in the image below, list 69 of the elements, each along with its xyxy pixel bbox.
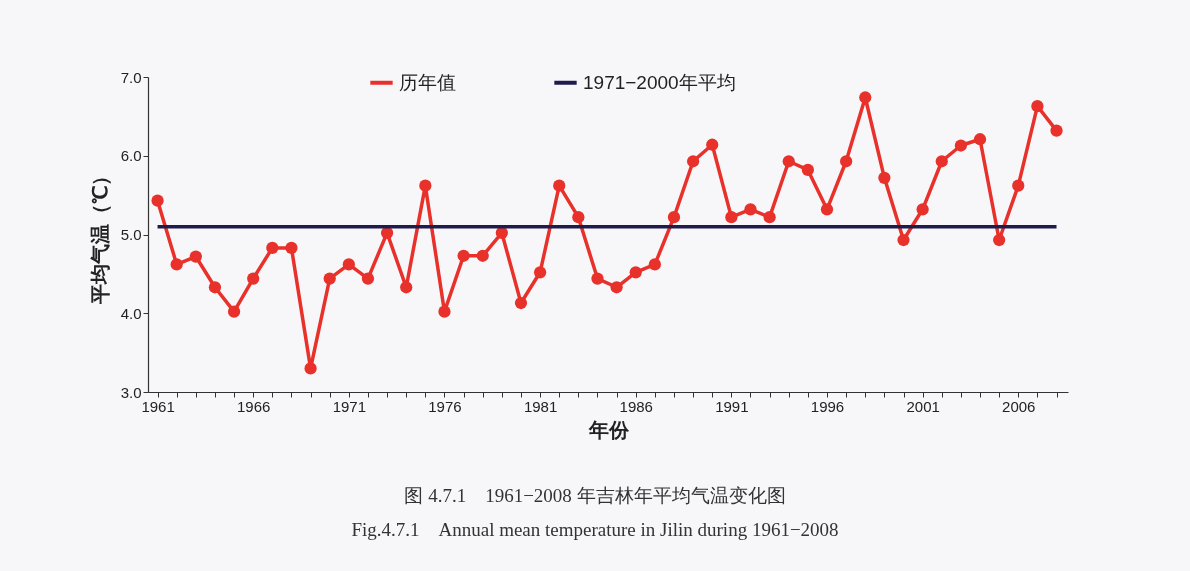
legend-label: 1971−2000年平均	[583, 71, 736, 93]
point	[189, 250, 202, 263]
point	[935, 155, 948, 168]
point	[476, 249, 489, 262]
point	[629, 266, 642, 279]
point	[514, 296, 528, 310]
caption: 图 4.7.1 1961−2008 年吉林年平均气温变化图	[403, 484, 787, 508]
point	[266, 241, 279, 254]
point	[419, 179, 432, 192]
point	[285, 241, 298, 254]
point	[323, 272, 336, 285]
point	[1012, 179, 1025, 192]
point	[457, 249, 470, 262]
point	[400, 281, 413, 294]
point	[916, 203, 929, 216]
caption: Fig.4.7.1 Annual mean temperature in Jilin during 1961−2008	[350, 518, 840, 542]
y-tick-label: 3.0	[120, 383, 142, 401]
x-tick-label: 1961	[141, 397, 175, 415]
y-tick-label: 6.0	[120, 147, 142, 165]
point	[973, 133, 987, 146]
x-tick-label: 1996	[810, 397, 845, 415]
legend-label: 历年值	[399, 71, 456, 93]
y-tick-label: 4.0	[120, 304, 142, 322]
point	[744, 203, 757, 216]
x-tick-label: 1981	[523, 397, 558, 415]
point	[686, 155, 700, 168]
x-tick-label: 2001	[906, 397, 940, 415]
x-tick-label: 1971	[332, 397, 367, 415]
point	[801, 163, 814, 177]
x-tick-label: 1991	[715, 397, 749, 415]
point	[361, 272, 375, 285]
point	[495, 226, 508, 240]
point	[897, 233, 910, 247]
point	[840, 155, 853, 168]
point	[170, 258, 183, 271]
y-axis-title: 平均气温（℃）	[88, 166, 111, 305]
point	[438, 305, 451, 318]
point	[572, 211, 585, 224]
point	[706, 138, 719, 151]
point	[208, 281, 222, 294]
point	[878, 171, 891, 184]
point	[553, 179, 566, 192]
point	[227, 305, 241, 318]
point	[667, 211, 681, 224]
point	[247, 272, 260, 285]
point	[591, 272, 604, 285]
point	[763, 211, 776, 224]
x-tick-label: 1986	[619, 397, 653, 415]
y-tick-label: 7.0	[120, 68, 142, 86]
point	[820, 203, 834, 216]
point	[380, 226, 394, 240]
x-axis-title: 年份	[587, 418, 630, 441]
y-tick-label: 5.0	[120, 226, 142, 243]
point	[993, 233, 1006, 247]
point	[1050, 124, 1063, 137]
point	[1031, 100, 1044, 113]
point	[610, 281, 623, 294]
point	[304, 362, 317, 375]
point	[954, 139, 968, 152]
x-tick-label: 1966	[237, 397, 271, 415]
point	[648, 258, 661, 271]
point	[533, 266, 547, 279]
point	[725, 211, 738, 224]
point	[859, 91, 872, 104]
point	[342, 258, 355, 271]
point	[782, 155, 795, 168]
x-tick-label: 2006	[1002, 397, 1036, 415]
x-tick-label: 1976	[428, 397, 462, 415]
point	[151, 194, 164, 207]
